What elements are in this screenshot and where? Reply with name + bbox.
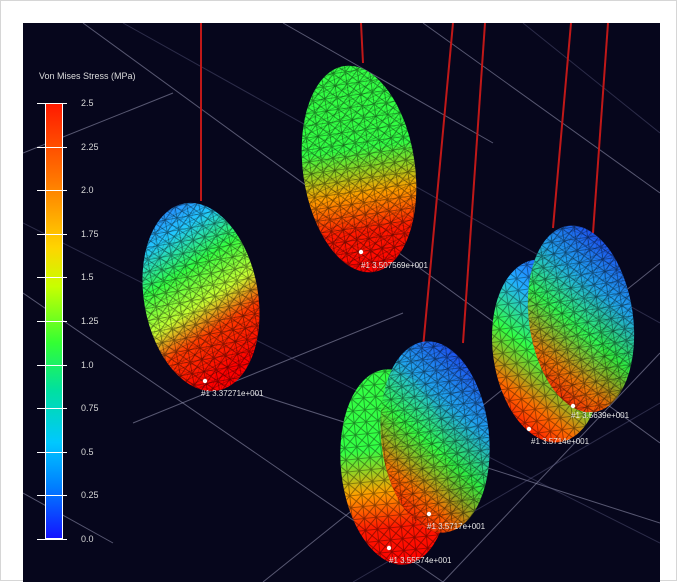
legend-tick-mark <box>37 277 67 278</box>
node-markers <box>202 249 576 551</box>
legend-tick-mark <box>37 190 67 191</box>
legend-tick-label: 0.5 <box>81 447 94 457</box>
legend-tick-mark <box>37 321 67 322</box>
legend-tick-label: 2.0 <box>81 185 94 195</box>
legend-tick-mark <box>37 452 67 453</box>
legend-tick-label: 0.75 <box>81 403 99 413</box>
fem-viewport: #1 3.507569e+001 #1 3.37271e+001 #1 3.56… <box>23 23 660 582</box>
legend-tick-mark <box>37 103 67 104</box>
legend-tick-mark <box>37 234 67 235</box>
node-label: #1 3.37271e+001 <box>201 389 264 398</box>
legend-tick-mark <box>37 539 67 540</box>
legend-tick-mark <box>37 495 67 496</box>
legend-tick-label: 1.25 <box>81 316 99 326</box>
legend-tick-label: 2.25 <box>81 142 99 152</box>
node-label: #1 3.55574e+001 <box>389 556 452 565</box>
legend-tick-mark <box>37 408 67 409</box>
legend-tick-mark <box>37 147 67 148</box>
ellipsoid-right-pair <box>492 225 635 443</box>
fem-scene: #1 3.507569e+001 #1 3.37271e+001 #1 3.56… <box>23 23 660 582</box>
node-label: #1 3.5639e+001 <box>571 411 630 420</box>
legend-tick-label: 0.0 <box>81 534 94 544</box>
node-label: #1 3.507569e+001 <box>361 261 429 270</box>
legend-title: Von Mises Stress (MPa) <box>39 71 136 81</box>
ellipsoid-top <box>301 65 417 273</box>
legend-tick-label: 1.0 <box>81 360 94 370</box>
legend-tick-label: 2.5 <box>81 98 94 108</box>
legend-tick-label: 0.25 <box>81 490 99 500</box>
legend-tick-label: 1.75 <box>81 229 99 239</box>
legend-tick-label: 1.5 <box>81 272 94 282</box>
legend-tick-mark <box>37 365 67 366</box>
cables <box>200 23 609 349</box>
ellipsoid-bottom-pair <box>340 341 490 565</box>
node-label: #1 3.5714e+001 <box>531 437 590 446</box>
ellipsoid-left <box>142 202 260 392</box>
node-label: #1 3.5717e+001 <box>427 522 486 531</box>
